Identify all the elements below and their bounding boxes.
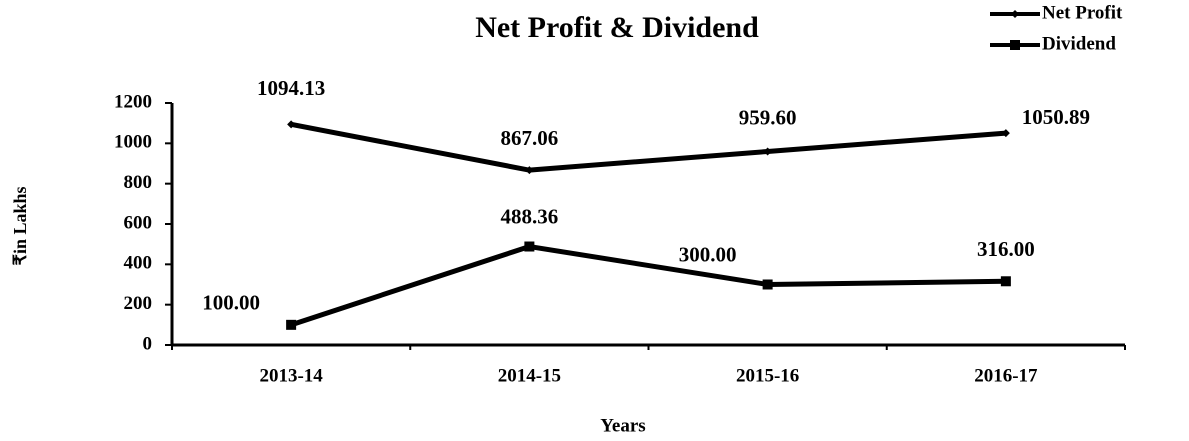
data-label: 867.06 <box>501 126 559 150</box>
data-label: 100.00 <box>202 291 260 315</box>
data-label: 300.00 <box>679 242 737 266</box>
series-line <box>290 243 1006 328</box>
chart-title: Net Profit & Dividend <box>475 11 759 44</box>
y-tick-label: 0 <box>143 333 153 354</box>
x-axis-label: Years <box>600 415 645 436</box>
y-tick-label: 1200 <box>114 91 152 112</box>
marker <box>762 279 773 290</box>
series-line <box>290 121 1007 173</box>
marker <box>525 166 534 175</box>
marker <box>287 120 296 129</box>
marker <box>763 147 772 156</box>
y-axis-label: ₹in Lakhs <box>10 187 30 266</box>
x-tick-label: 2015-16 <box>736 365 799 386</box>
x-tick-label: 2013-14 <box>259 365 323 386</box>
data-label: 1094.13 <box>257 76 325 100</box>
data-label: 488.36 <box>501 204 559 228</box>
y-tick-label: 1000 <box>114 132 152 153</box>
y-tick-label: 800 <box>124 172 153 193</box>
marker <box>286 319 297 330</box>
legend-marker <box>1010 40 1020 50</box>
x-tick-label: 2016-17 <box>974 365 1038 386</box>
marker <box>1001 129 1010 138</box>
data-label: 1050.89 <box>1022 105 1090 129</box>
data-label: 959.60 <box>739 105 797 129</box>
y-tick-label: 600 <box>124 212 153 233</box>
marker <box>524 241 535 252</box>
y-tick-label: 400 <box>124 253 153 274</box>
legend-label: Dividend <box>1042 33 1116 54</box>
x-tick-label: 2014-15 <box>498 365 561 386</box>
marker <box>1000 276 1011 287</box>
data-label: 316.00 <box>977 237 1035 261</box>
y-tick-label: 200 <box>124 293 153 314</box>
legend-marker <box>1011 10 1019 18</box>
legend-label: Net Profit <box>1042 2 1123 23</box>
